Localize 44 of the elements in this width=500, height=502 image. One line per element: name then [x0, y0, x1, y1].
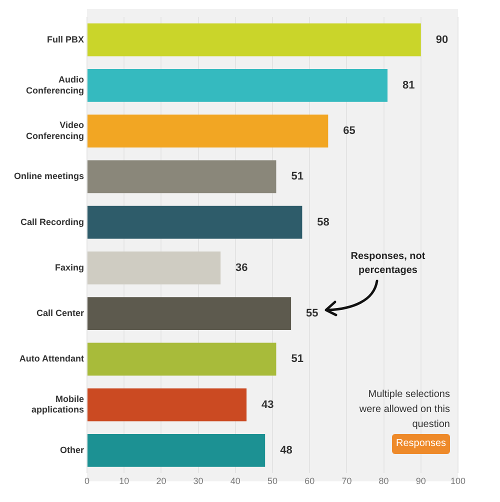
bar [88, 160, 276, 194]
x-tick-label: 40 [230, 476, 240, 486]
y-tick-label: Full PBX [46, 34, 84, 44]
annotation: Multiple selections were allowed on this question [358, 388, 450, 432]
x-tick-label: 80 [378, 476, 389, 486]
y-tick-label: Call Center [36, 308, 84, 318]
y-tick-label: Auto Attendant [19, 354, 84, 364]
x-tick-label: 70 [342, 476, 352, 486]
x-tick-label: 0 [84, 476, 90, 486]
x-tick-label: 20 [156, 476, 166, 486]
x-tick-label: 60 [304, 476, 315, 486]
x-tick-label: 30 [193, 476, 204, 486]
bar [88, 69, 388, 102]
y-tick-label: Online meetings [14, 171, 84, 182]
data-label: 51 [291, 170, 304, 183]
bar [88, 114, 328, 148]
y-tick-label: Call Recording [20, 216, 84, 227]
data-label: 90 [436, 34, 448, 46]
annotation: Responses [392, 434, 450, 454]
y-tick-label: Mobile applications [31, 394, 84, 415]
bar [88, 297, 292, 330]
x-tick-label: 90 [416, 476, 426, 486]
data-label: 43 [262, 398, 274, 411]
data-label: 58 [317, 216, 330, 228]
bar [88, 206, 302, 239]
data-label: 51 [291, 353, 304, 366]
annotation: Responses, not percentages [350, 250, 426, 278]
data-label: 81 [402, 79, 415, 92]
data-label: 48 [280, 444, 292, 456]
bar [88, 388, 247, 422]
x-tick-label: 50 [267, 476, 278, 486]
y-tick-label: Video Conferencing [26, 120, 84, 141]
bar [88, 434, 266, 467]
bar [88, 251, 221, 284]
x-tick-label: 10 [119, 476, 130, 486]
x-tick-label: 100 [450, 476, 466, 486]
data-label: 65 [343, 125, 356, 138]
bar [88, 342, 276, 376]
data-label: 55 [306, 308, 318, 320]
y-tick-label: Audio Conferencing [26, 74, 84, 96]
data-label: 36 [236, 262, 248, 274]
bar [88, 23, 421, 56]
y-tick-label: Other [60, 444, 84, 455]
y-tick-label: Faxing [54, 262, 84, 272]
